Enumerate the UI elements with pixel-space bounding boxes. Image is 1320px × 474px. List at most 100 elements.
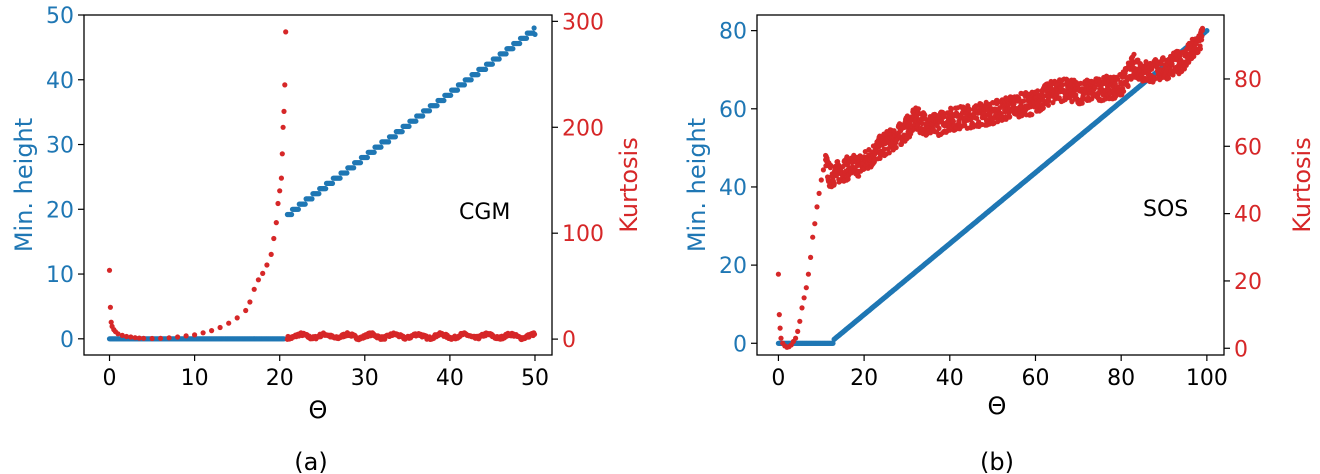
x-tick-label: 60: [1021, 366, 1049, 391]
data-point: [406, 123, 412, 129]
y-right-tick-label: 40: [1234, 203, 1262, 228]
y-right-tick-label: 0: [1234, 337, 1248, 362]
data-point: [273, 220, 279, 226]
data-point: [877, 154, 883, 160]
data-point: [316, 191, 322, 197]
data-point: [799, 305, 805, 311]
data-point: [532, 31, 538, 37]
data-point: [329, 180, 336, 186]
data-point: [517, 40, 523, 47]
data-point: [279, 151, 285, 157]
data-point: [175, 334, 181, 340]
data-point: [107, 304, 113, 310]
x-tick-label: 20: [266, 366, 294, 391]
y-right-tick-label: 300: [562, 10, 604, 35]
data-point: [323, 186, 329, 192]
data-point: [966, 107, 972, 113]
data-point: [1097, 78, 1103, 84]
y-left-tick-label: 0: [733, 332, 747, 357]
data-point: [810, 234, 816, 240]
data-point: [136, 335, 142, 341]
data-point: [1092, 85, 1098, 91]
data-point: [1115, 76, 1121, 82]
data-point: [475, 72, 481, 78]
panel-a: 0 10 20 30 40 50 0 10 20 30 40 50 0 100 200 300 CGM Θ M…: [10, 4, 643, 474]
data-point: [1035, 88, 1041, 94]
y-left-tick-label: 0: [60, 328, 74, 353]
panel-b-ylabel-right: Kurtosis: [1288, 137, 1316, 232]
y-left-tick-label: 10: [46, 263, 74, 288]
data-point: [978, 101, 984, 107]
y-left-tick-label: 40: [719, 176, 747, 201]
panel-b-annotation: SOS: [1143, 197, 1188, 222]
x-tick-label: 0: [103, 366, 117, 391]
data-point: [280, 124, 286, 130]
data-point: [123, 333, 130, 340]
data-point: [941, 114, 947, 120]
data-point: [337, 175, 343, 181]
x-tick-label: 80: [1107, 366, 1135, 391]
data-point: [217, 324, 223, 331]
data-point: [496, 56, 502, 62]
panel-b-xlabel: Θ: [988, 392, 1007, 420]
data-point: [1165, 75, 1172, 81]
data-point: [309, 196, 315, 202]
data-point: [264, 262, 270, 268]
data-point: [1002, 109, 1008, 115]
data-point: [281, 108, 287, 114]
data-point: [283, 29, 289, 35]
data-point: [271, 235, 277, 242]
panel-b-frame: [756, 14, 1225, 356]
data-point: [1007, 114, 1013, 120]
y-left-tick-label: 30: [46, 134, 74, 159]
x-tick-label: 0: [771, 366, 785, 391]
data-point: [149, 335, 155, 342]
panel-a-plot-area: [106, 25, 538, 343]
data-point: [531, 331, 538, 337]
data-point: [183, 333, 189, 339]
data-point: [1121, 88, 1127, 94]
data-point: [371, 149, 377, 155]
data-point: [386, 139, 392, 145]
data-point: [489, 61, 495, 67]
data-point: [141, 335, 147, 341]
data-point: [776, 312, 782, 318]
data-point: [1021, 98, 1027, 104]
x-tick-label: 40: [436, 366, 464, 391]
data-point: [1169, 61, 1175, 67]
data-point: [268, 251, 274, 257]
panel-a-axes: 0 10 20 30 40 50 0 10 20 30 40 50 0 100 200 300: [46, 4, 604, 391]
y-left-tick-label: 60: [719, 98, 747, 123]
data-point: [775, 271, 782, 277]
data-point: [974, 115, 980, 121]
data-point: [260, 270, 266, 276]
data-point: [420, 113, 426, 119]
data-point: [448, 92, 454, 98]
data-point: [808, 254, 814, 260]
data-point: [820, 167, 827, 173]
data-point: [344, 170, 350, 176]
data-point: [351, 165, 357, 171]
data-point: [818, 177, 824, 183]
data-point: [226, 320, 232, 326]
data-point: [282, 82, 288, 88]
data-point: [209, 328, 215, 334]
data-point: [778, 335, 784, 341]
data-point: [278, 175, 284, 181]
x-tick-label: 50: [521, 366, 549, 391]
data-point: [833, 173, 840, 179]
data-point: [816, 190, 822, 196]
data-point: [777, 325, 783, 331]
data-point: [426, 108, 433, 114]
data-point: [392, 134, 398, 140]
data-point: [357, 160, 364, 166]
y-left-tick-label: 50: [46, 4, 74, 29]
data-point: [950, 118, 957, 124]
data-point: [1040, 105, 1046, 111]
data-point: [119, 332, 125, 338]
y-left-tick-label: 20: [46, 198, 74, 223]
panel-a-annotation: CGM: [459, 200, 510, 225]
